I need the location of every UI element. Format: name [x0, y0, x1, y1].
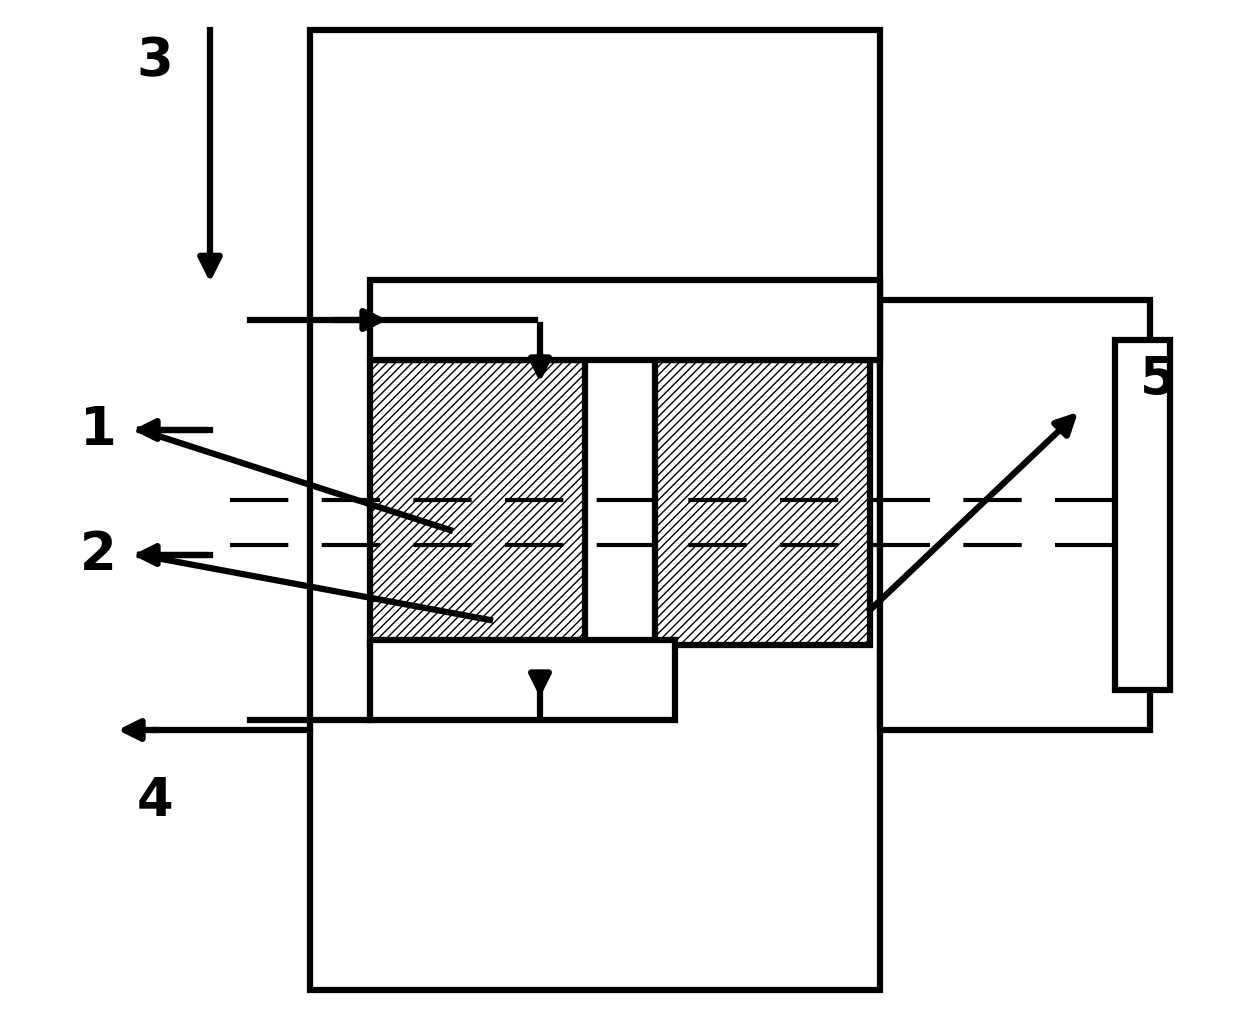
Text: 5: 5	[1140, 354, 1177, 406]
Bar	[655, 360, 870, 645]
Bar	[1115, 340, 1171, 690]
Text: 3: 3	[136, 35, 174, 87]
Bar	[310, 30, 880, 990]
Text: 2: 2	[81, 529, 117, 580]
Bar	[370, 280, 880, 360]
Bar	[370, 360, 585, 645]
Text: 1: 1	[81, 404, 117, 456]
Bar	[370, 640, 675, 721]
Bar	[880, 300, 1149, 730]
Text: 4: 4	[136, 775, 174, 827]
